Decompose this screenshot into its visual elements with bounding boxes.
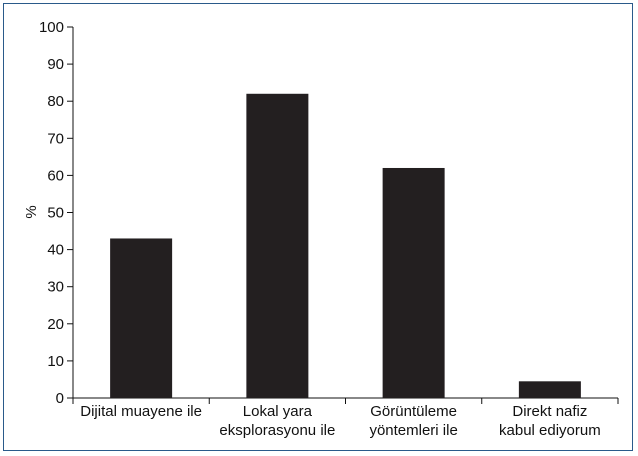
y-tick-label: 70 [47, 130, 64, 147]
y-axis: 0 10 20 30 40 50 60 70 80 90 100 [39, 19, 74, 407]
x-category-label-line: Lokal yara [243, 403, 313, 420]
category-labels: Dijital muayene ile Lokal yara eksplorasyo… [80, 403, 600, 439]
x-category-label-line: yöntemleri ile [369, 422, 457, 439]
x-category-label-line: Görüntüleme [370, 403, 457, 420]
y-tick-label: 20 [47, 316, 64, 333]
y-tick-label: 60 [47, 167, 64, 184]
x-category-label: Lokal yara eksplorasyonu ile [219, 403, 335, 439]
y-tick-label: 100 [39, 19, 64, 36]
y-tick-label: 40 [47, 242, 64, 259]
x-category-label-line: eksplorasyonu ile [219, 422, 335, 439]
bars [110, 93, 581, 398]
chart-frame [3, 3, 633, 451]
y-tick-label: 50 [47, 205, 64, 222]
x-category-label-line: Dijital muayene ile [80, 403, 202, 420]
x-category-label: Direkt nafiz kabul ediyorum [499, 403, 601, 439]
x-category-label: Görüntüleme yöntemleri ile [369, 403, 457, 439]
y-tick-label: 30 [47, 279, 64, 296]
y-tick-label: 10 [47, 353, 64, 370]
y-axis-title: % [23, 205, 40, 218]
x-category-label: Dijital muayene ile [80, 403, 202, 420]
bar [382, 167, 445, 398]
bar [518, 381, 581, 398]
bar [110, 238, 173, 398]
x-category-label-line: Direkt nafiz [512, 403, 587, 420]
x-category-label-line: kabul ediyorum [499, 422, 601, 439]
bar [246, 93, 309, 398]
y-tick-label: 0 [56, 390, 64, 407]
y-tick-label: 90 [47, 56, 64, 73]
y-tick-label: 80 [47, 93, 64, 110]
